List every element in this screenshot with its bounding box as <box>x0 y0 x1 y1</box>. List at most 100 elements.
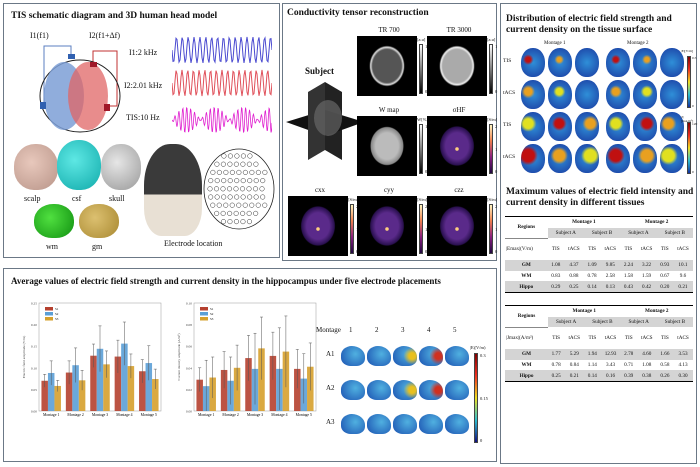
electrode-position <box>236 169 242 175</box>
x-tick-label: Montage 4 <box>116 413 132 417</box>
electrode-position <box>259 186 265 192</box>
colorbar <box>474 353 478 443</box>
electrode-position <box>240 161 246 167</box>
surface-map <box>660 144 684 173</box>
table-cell: 0.84 <box>569 362 579 369</box>
mri-title: TR 700 <box>378 26 400 34</box>
method-header: TIS <box>588 335 597 342</box>
colorbar-unit: [S/m] <box>417 197 428 202</box>
current-density-bar-chart: 0.00 0.02 0.04 0.06 0.08 0.10 Current density … <box>177 302 317 417</box>
head-outline <box>203 148 275 230</box>
surface-map <box>660 80 684 109</box>
electrode-position <box>240 153 246 159</box>
electrode-position <box>227 161 233 167</box>
table-cell: 3.43 <box>605 362 616 369</box>
electrode-position <box>220 161 226 167</box>
surface-map <box>521 80 545 109</box>
colorbar <box>350 204 354 254</box>
colorbar <box>419 124 423 174</box>
mri-title: TR 3000 <box>446 26 472 34</box>
electrode-position <box>234 178 240 184</box>
table-cell: 0.30 <box>678 372 688 379</box>
montage-number: 3 <box>401 326 405 334</box>
legend-label: S3 <box>210 317 214 321</box>
panel-title: TIS schematic diagram and 3D human head … <box>11 11 218 21</box>
x-tick-label: Montage 3 <box>247 413 263 417</box>
hippocampus-map <box>445 346 469 366</box>
bar <box>139 371 146 411</box>
colorbar-unit: |J|[mA/m²] <box>681 115 694 123</box>
mri-image <box>288 196 348 256</box>
hippocampus-map <box>367 346 391 366</box>
colorbar-min: 0 <box>480 438 483 443</box>
electrode-position <box>227 219 233 225</box>
mri-title: cxx <box>314 186 326 194</box>
montage-2-label: Montage 2 <box>627 41 649 46</box>
y-tick-label: 0.15 <box>31 345 37 349</box>
electrode-position <box>253 210 259 216</box>
hippocampus-map <box>393 414 417 434</box>
montage-number: 2 <box>375 326 379 334</box>
electrode-position <box>223 169 229 175</box>
electrode-position <box>249 202 255 208</box>
electrode-position <box>239 186 246 192</box>
legend-swatch <box>200 317 208 321</box>
regions-header: Regions <box>505 216 548 239</box>
waveforms <box>172 36 272 133</box>
table-cell: 0.39 <box>624 372 634 379</box>
hippocampus-map <box>341 346 365 366</box>
bar <box>245 358 252 411</box>
bar <box>294 368 301 411</box>
table-cell: 0.29 <box>551 283 561 290</box>
x-tick-label: Montage 1 <box>43 413 59 417</box>
surface-map <box>548 80 572 109</box>
row-label: A2 <box>326 384 335 392</box>
electrode-position <box>213 186 220 192</box>
x-tick-label: Montage 2 <box>67 413 83 417</box>
subject-3d-mri <box>286 82 364 160</box>
method-header: tACS <box>604 335 617 342</box>
electrode-position <box>240 219 246 225</box>
table-cell: 4.60 <box>642 351 652 358</box>
legend-swatch <box>45 312 53 316</box>
colorbar-max: 0.3 <box>480 353 486 358</box>
table-cell: 0.14 <box>587 372 597 379</box>
tissue-label-skull: skull <box>109 194 125 203</box>
mri-image <box>427 196 487 256</box>
mri-image <box>357 36 417 96</box>
subject-header: Subject B <box>656 227 693 239</box>
bar <box>269 355 277 411</box>
surface-map <box>521 48 545 77</box>
panel-hippocampus-averages: Average values of electric field strengt… <box>3 268 497 462</box>
electrode-position <box>223 202 229 208</box>
electrode-position <box>221 153 227 159</box>
hippocampus-map <box>341 414 365 434</box>
table-cell: 2.78 <box>624 351 634 358</box>
row-label: TIS <box>503 122 512 128</box>
montage-number: 1 <box>349 326 353 334</box>
mri-title: σHF <box>452 106 466 114</box>
bar <box>90 355 97 411</box>
montage-header: Montage <box>316 326 341 334</box>
x-tick-label: Montage 5 <box>296 413 312 417</box>
region-name: Hippo <box>519 283 534 290</box>
y-tick-label: 0.00 <box>186 410 192 414</box>
table-cell: 0.71 <box>624 362 634 369</box>
table-cell: 1.59 <box>642 273 652 280</box>
tissue-label-wm: wm <box>46 242 58 251</box>
electrode-position <box>242 169 248 175</box>
electrode-position <box>208 178 214 184</box>
electrode-cap-photo <box>144 144 202 236</box>
table-cell: 9.6 <box>679 273 687 280</box>
panel-conductivity: Conductivity tensor reconstruction Subje… <box>282 3 497 261</box>
legend-label: S3 <box>55 317 59 321</box>
table-cell: 0.67 <box>660 273 670 280</box>
electrode-location-label: Electrode location <box>164 239 223 248</box>
regions-header: Regions <box>505 305 549 328</box>
table-cell: 0.42 <box>642 283 652 290</box>
electrode-position <box>208 194 214 200</box>
method-header: tACS <box>640 246 653 253</box>
table-cell: 0.20 <box>660 283 670 290</box>
x-tick-label: Montage 1 <box>198 413 214 417</box>
region-name: Hippo <box>519 372 534 379</box>
